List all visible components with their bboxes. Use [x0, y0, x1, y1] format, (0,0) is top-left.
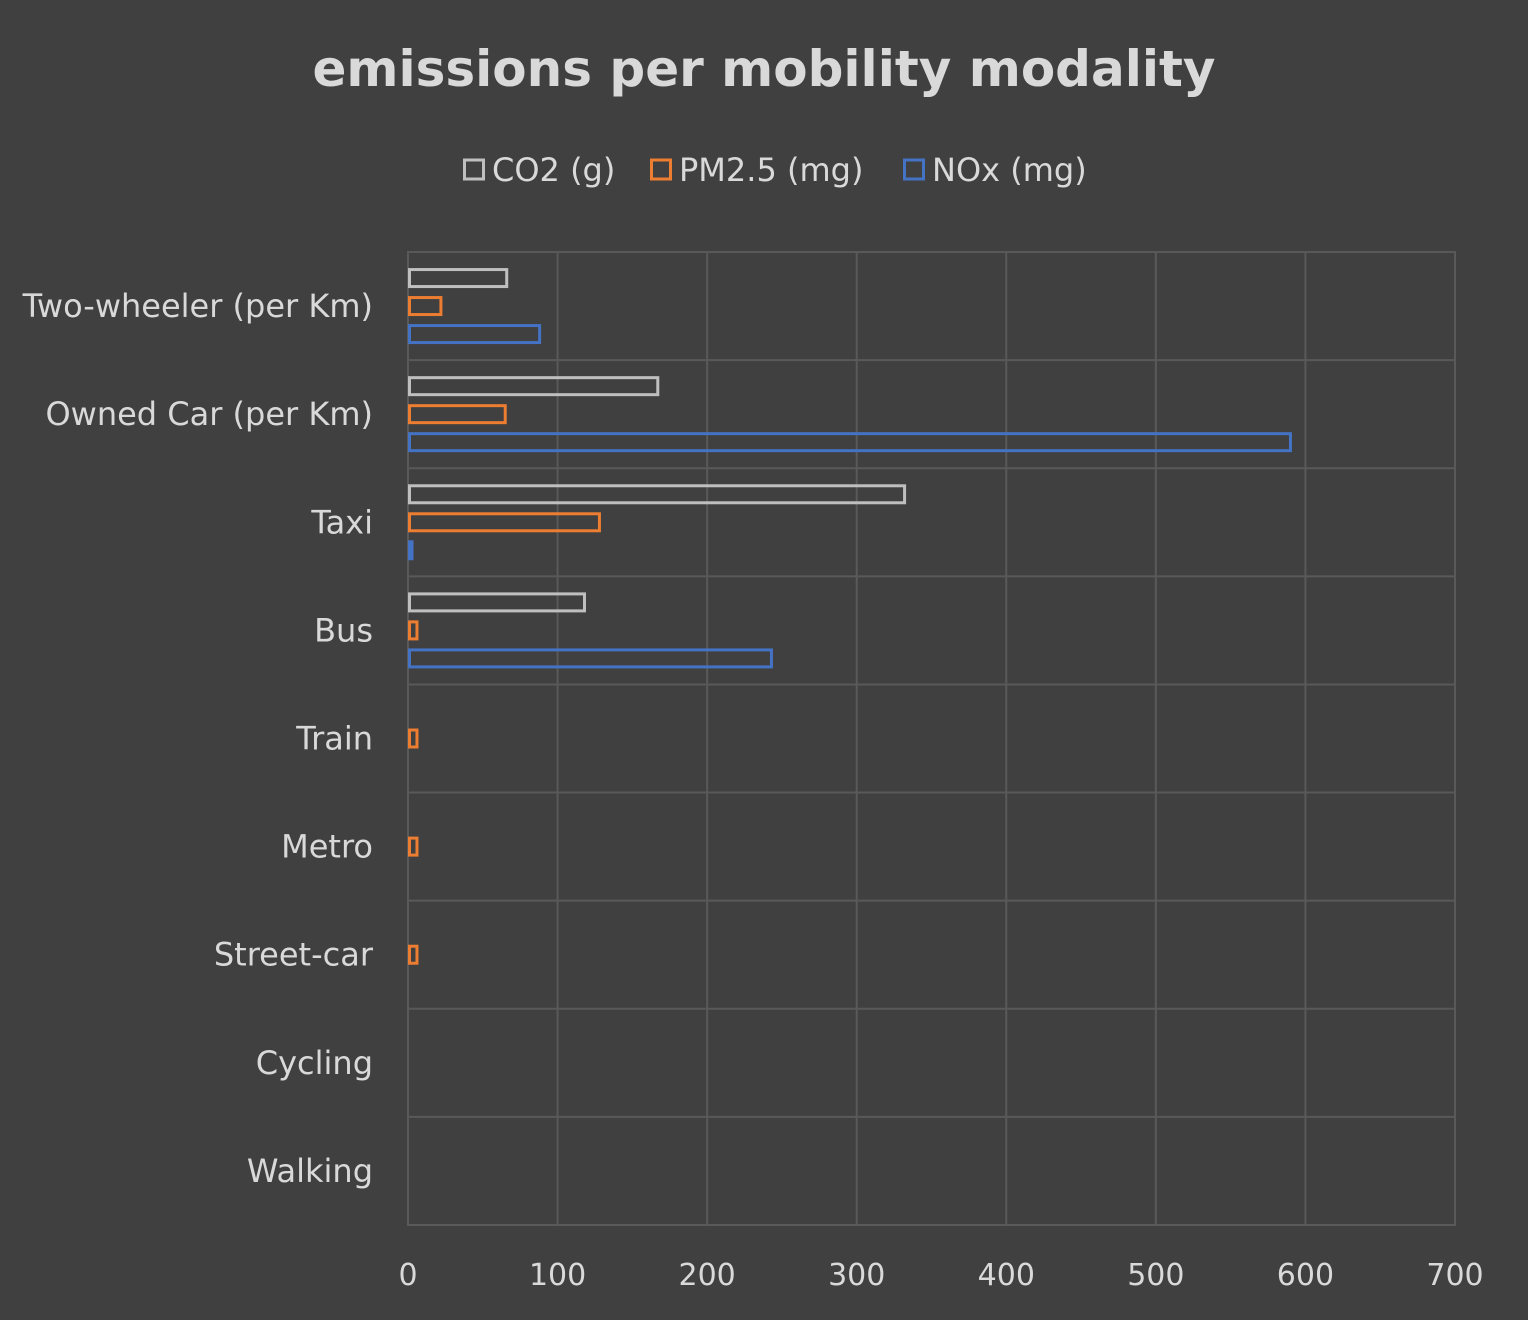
bar-pm25 — [408, 296, 443, 317]
category-label: Walking — [247, 1152, 373, 1190]
x-tick-label: 600 — [1277, 1258, 1334, 1293]
category-label: Metro — [281, 828, 373, 866]
x-tick-label: 700 — [1426, 1258, 1483, 1293]
bar-pm25 — [408, 836, 419, 857]
bar-pm25 — [408, 944, 419, 965]
category-label: Two-wheeler (per Km) — [22, 287, 373, 325]
bar-pm25 — [408, 620, 419, 641]
legend-label: NOx (mg) — [932, 151, 1087, 189]
category-label: Bus — [314, 611, 373, 649]
x-tick-label: 100 — [529, 1258, 586, 1293]
category-label: Taxi — [310, 503, 373, 541]
x-tick-label: 400 — [978, 1258, 1035, 1293]
bar-pm25 — [408, 404, 507, 425]
gridlines — [407, 251, 1456, 1226]
legend-swatch — [463, 158, 485, 181]
bar-co2 — [408, 592, 586, 613]
legend-label: CO2 (g) — [492, 151, 615, 189]
category-label: Cycling — [256, 1044, 373, 1082]
legend-swatch — [903, 158, 925, 181]
legend: CO2 (g) PM2.5 (mg) NOx (mg) — [463, 151, 1087, 189]
bar-co2 — [408, 268, 509, 289]
category-labels: Two-wheeler (per Km) Owned Car (per Km) Ta… — [22, 287, 374, 1190]
x-tick-label: 200 — [679, 1258, 736, 1293]
bars — [408, 268, 1292, 965]
bar-nox — [408, 648, 773, 669]
bar-co2 — [408, 376, 660, 397]
legend-label: PM2.5 (mg) — [679, 151, 863, 189]
bar-nox — [408, 540, 414, 561]
x-axis-tick-labels: 0 100 200 300 400 500 600 700 — [398, 1258, 1483, 1293]
bar-co2 — [408, 484, 907, 505]
legend-swatch — [650, 158, 672, 181]
bar-pm25 — [408, 512, 601, 533]
category-label: Train — [295, 720, 373, 758]
category-label: Owned Car (per Km) — [45, 395, 373, 433]
bar-nox — [408, 324, 542, 345]
x-tick-label: 300 — [828, 1258, 885, 1293]
chart-title: emissions per mobility modality — [312, 40, 1215, 98]
x-tick-label: 0 — [398, 1258, 417, 1293]
category-label: Street-car — [214, 936, 374, 974]
plot-border — [407, 251, 1456, 1226]
bar-nox — [408, 432, 1292, 453]
x-tick-label: 500 — [1127, 1258, 1184, 1293]
bar-pm25 — [408, 728, 419, 749]
